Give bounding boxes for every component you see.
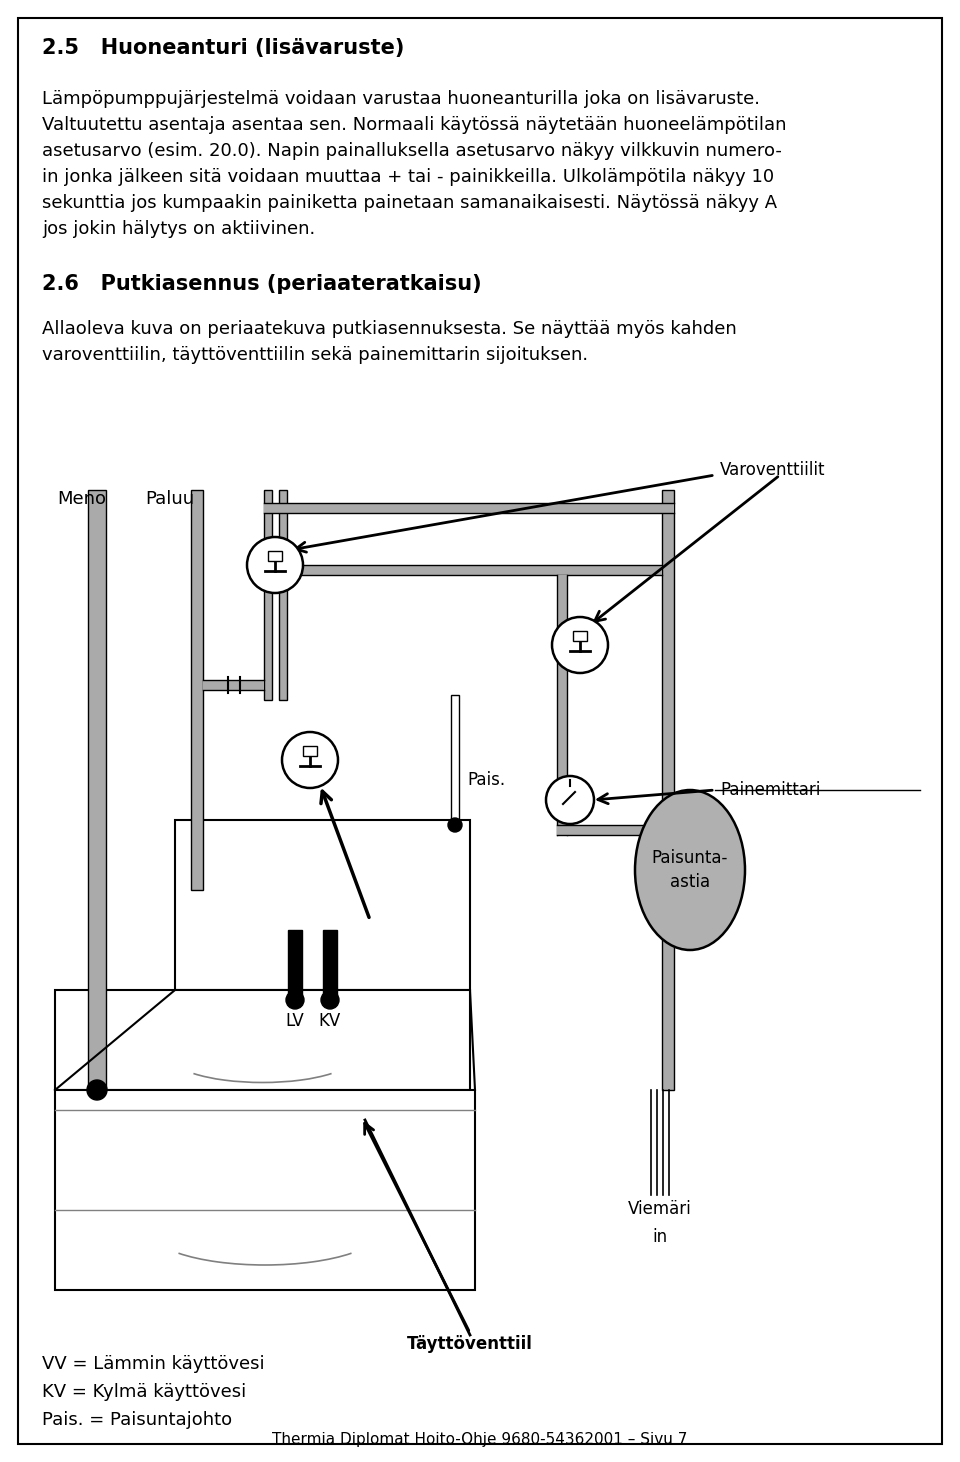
Text: Pais.: Pais.	[467, 770, 505, 789]
Text: VV = Lämmin käyttövesi: VV = Lämmin käyttövesi	[42, 1355, 265, 1373]
Bar	[662, 490, 674, 1091]
Text: Thermia Diplomat Hoito-Ohje 9680-54362001 – Sivu 7: Thermia Diplomat Hoito-Ohje 9680-5436200…	[273, 1431, 687, 1447]
Bar	[191, 490, 203, 890]
Circle shape	[546, 776, 594, 825]
Text: Lämpöpumppujärjestelmä voidaan varustaa huoneanturilla joka on lisävaruste.: Lämpöpumppujärjestelmä voidaan varustaa …	[42, 91, 760, 108]
Text: astia: astia	[670, 873, 710, 890]
Circle shape	[448, 819, 462, 832]
Circle shape	[87, 1080, 107, 1099]
Bar	[55, 990, 470, 1091]
Text: Varoventtiilit: Varoventtiilit	[720, 461, 826, 480]
Circle shape	[282, 732, 338, 788]
Circle shape	[321, 991, 339, 1009]
Bar	[279, 490, 287, 700]
Bar	[268, 551, 282, 561]
Bar	[303, 746, 317, 756]
Bar	[451, 694, 459, 825]
Bar	[557, 825, 674, 835]
Circle shape	[552, 617, 608, 673]
Bar	[287, 564, 662, 575]
Text: LV: LV	[286, 1012, 304, 1031]
Bar	[557, 575, 567, 835]
Bar	[264, 490, 272, 700]
Circle shape	[247, 537, 303, 594]
Text: Pais. = Paisuntajohto: Pais. = Paisuntajohto	[42, 1411, 232, 1428]
Bar	[288, 930, 302, 1000]
Text: Viemäri: Viemäri	[628, 1200, 692, 1218]
Text: sekunttia jos kumpaakin painiketta painetaan samanaikaisesti. Näytössä näkyy A: sekunttia jos kumpaakin painiketta paine…	[42, 194, 778, 212]
Text: in jonka jälkeen sitä voidaan muuttaa + tai - painikkeilla. Ulkolämpötila näkyy : in jonka jälkeen sitä voidaan muuttaa + …	[42, 168, 774, 186]
Bar	[175, 820, 470, 990]
Ellipse shape	[635, 789, 745, 950]
Text: KV = Kylmä käyttövesi: KV = Kylmä käyttövesi	[42, 1383, 247, 1401]
Bar	[88, 490, 106, 1091]
Text: KV: KV	[319, 1012, 341, 1031]
Text: 2.6   Putkiasennus (periaateratkaisu): 2.6 Putkiasennus (periaateratkaisu)	[42, 273, 482, 294]
Text: Paluu: Paluu	[145, 490, 194, 507]
Text: Meno: Meno	[57, 490, 106, 507]
Bar	[55, 1091, 475, 1289]
Bar	[264, 503, 674, 513]
Text: Valtuutettu asentaja asentaa sen. Normaali käytössä näytetään huoneelämpötilan: Valtuutettu asentaja asentaa sen. Normaa…	[42, 115, 786, 135]
Bar	[573, 632, 587, 640]
Text: Allaoleva kuva on periaatekuva putkiasennuksesta. Se näyttää myös kahden: Allaoleva kuva on periaatekuva putkiasen…	[42, 320, 736, 338]
Text: Täyttöventtiil: Täyttöventtiil	[407, 1335, 533, 1352]
Text: jos jokin hälytys on aktiivinen.: jos jokin hälytys on aktiivinen.	[42, 219, 315, 238]
Bar	[323, 930, 337, 1000]
Text: Painemittari: Painemittari	[720, 781, 821, 800]
Text: varoventtiilin, täyttöventtiilin sekä painemittarin sijoituksen.: varoventtiilin, täyttöventtiilin sekä pa…	[42, 346, 588, 364]
Circle shape	[286, 991, 304, 1009]
Text: asetusarvo (esim. 20.0). Napin painalluksella asetusarvo näkyy vilkkuvin numero-: asetusarvo (esim. 20.0). Napin painalluk…	[42, 142, 781, 159]
Text: 2.5   Huoneanturi (lisävaruste): 2.5 Huoneanturi (lisävaruste)	[42, 38, 404, 58]
Text: Paisunta-: Paisunta-	[652, 849, 729, 867]
Text: in: in	[653, 1228, 667, 1246]
Bar	[203, 680, 264, 690]
